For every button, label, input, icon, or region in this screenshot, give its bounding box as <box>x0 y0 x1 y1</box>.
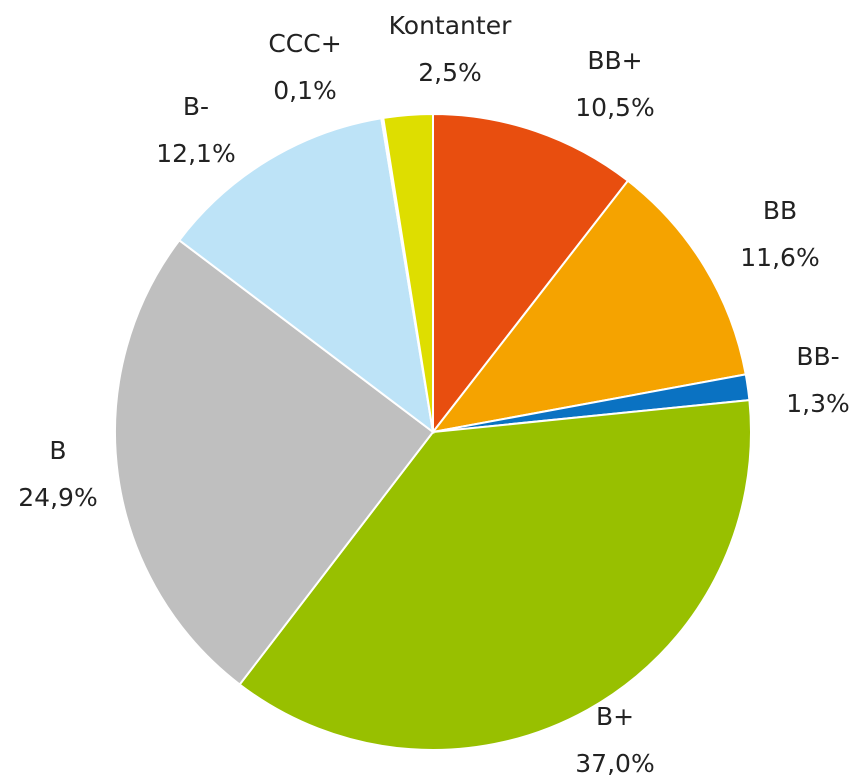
slice-label: B <box>49 436 66 465</box>
slice-value-label: 0,1% <box>273 76 337 105</box>
pie-slice <box>177 117 435 435</box>
slice-value-label: 10,5% <box>575 93 654 122</box>
slice-value-label: 2,5% <box>418 58 482 87</box>
slice-label: BB- <box>796 342 839 371</box>
slice-label: Kontanter <box>389 11 512 40</box>
pie-slice <box>430 179 747 434</box>
slice-label: B- <box>183 92 209 121</box>
pie-slice <box>432 112 630 435</box>
pie-slice <box>114 238 435 686</box>
slice-value-label: 11,6% <box>740 243 819 272</box>
slice-value-label: 24,9% <box>18 483 97 512</box>
slice-label: B+ <box>596 702 634 731</box>
slice-label: BB+ <box>587 46 642 75</box>
slice-value-label: 12,1% <box>156 139 235 168</box>
pie-slice <box>382 112 434 433</box>
slice-value-label: 37,0% <box>575 749 654 778</box>
pie-slice <box>238 398 752 751</box>
slice-label: BB <box>763 196 797 225</box>
slice-value-label: 1,3% <box>786 389 850 418</box>
slice-label: CCC+ <box>268 29 341 58</box>
